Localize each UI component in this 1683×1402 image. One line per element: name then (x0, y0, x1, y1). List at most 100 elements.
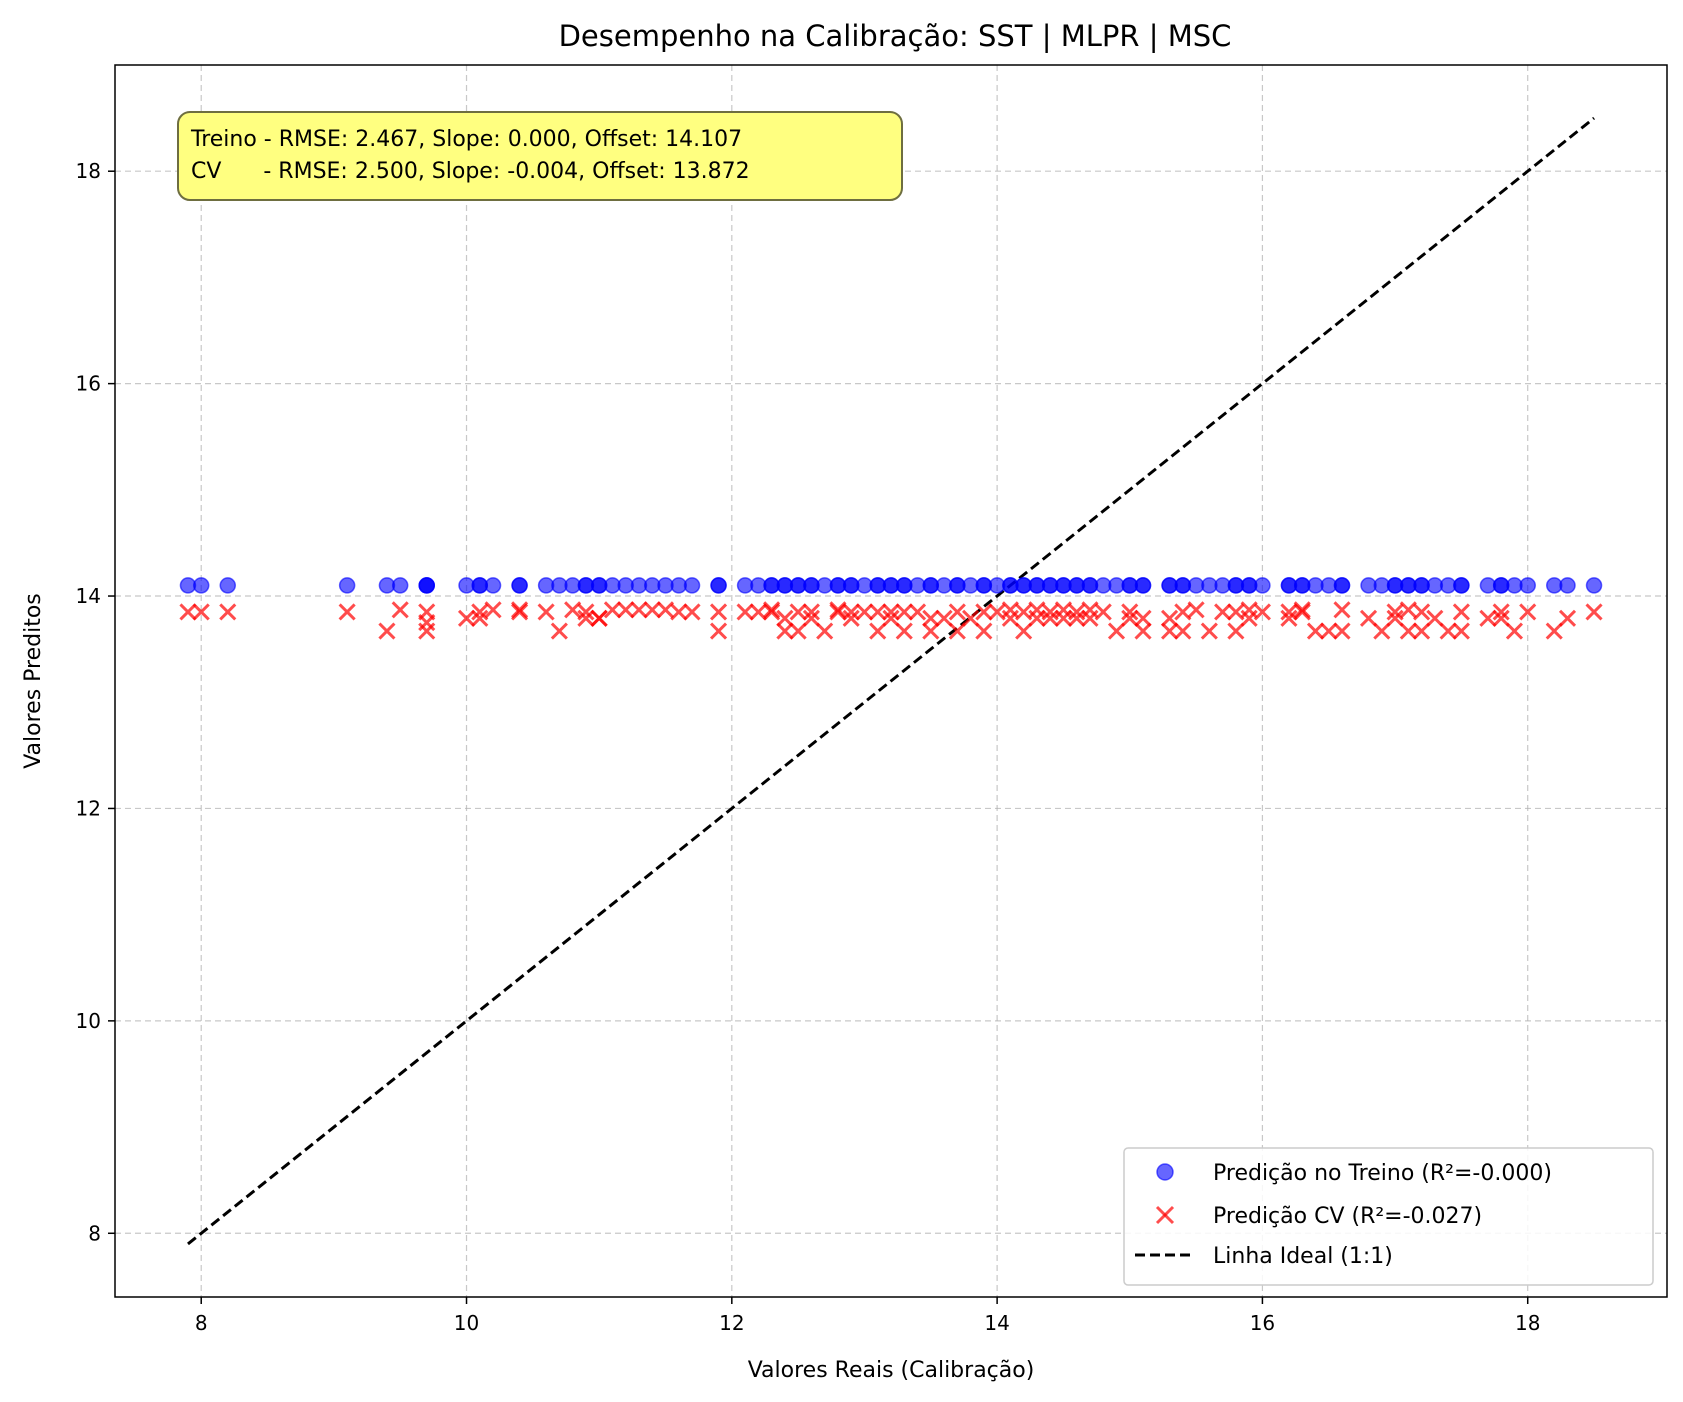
train-point (1453, 577, 1470, 594)
cv-point (1519, 603, 1537, 621)
cv-point (1200, 622, 1218, 640)
cv-point (338, 603, 356, 621)
train-points-layer (179, 577, 1603, 594)
y-axis-ticks: 8 10 12 14 16 18 (76, 159, 115, 1245)
y-axis-label: Valores Preditos (21, 593, 46, 769)
train-point (338, 577, 356, 594)
cv-point (1479, 609, 1497, 627)
annotation-line-2: CV - RMSE: 2.500, Slope: -0.004, Offset:… (191, 159, 750, 184)
ideal-line (187, 116, 1595, 1246)
cv-point (789, 603, 807, 621)
chart-title: Desempenho na Calibração: SST | MLPR | M… (559, 19, 1232, 53)
cv-point (1068, 609, 1086, 627)
y-tick-label: 10 (76, 1009, 101, 1033)
cv-point (709, 622, 728, 640)
y-tick-label: 8 (88, 1221, 101, 1245)
cv-point (1505, 622, 1524, 640)
cv-point (1214, 603, 1232, 621)
cv-point (1452, 603, 1470, 621)
train-point (484, 577, 502, 594)
cv-point (763, 601, 781, 619)
cv-point (842, 609, 860, 627)
cv-point (882, 609, 900, 627)
cv-point (1280, 609, 1298, 627)
x-axis-ticks: 8 10 12 14 16 18 (195, 1297, 1540, 1335)
y-tick-label: 18 (76, 159, 101, 183)
train-point (1559, 577, 1576, 594)
cv-point (1081, 609, 1099, 627)
cv-point (1373, 622, 1391, 640)
cv-point (855, 603, 874, 621)
train-point (1254, 577, 1271, 594)
cv-point (1227, 603, 1245, 621)
cv-point (511, 601, 529, 619)
y-tick-label: 16 (76, 372, 101, 396)
cv-point (670, 603, 688, 621)
cv-point (1399, 622, 1417, 640)
cv-point (1413, 622, 1431, 640)
legend-train-marker (1156, 1163, 1174, 1181)
cv-point (709, 603, 728, 621)
cv-point (1134, 622, 1152, 640)
cv-point (1293, 601, 1311, 619)
cv-point (418, 622, 436, 640)
cv-point (948, 603, 966, 621)
cv-point (656, 601, 675, 619)
cv-point (1160, 609, 1179, 627)
cv-point (922, 622, 940, 640)
cv-point (1333, 622, 1351, 640)
x-tick-label: 16 (1250, 1311, 1275, 1335)
cv-point (1492, 609, 1510, 627)
cv-point (1240, 601, 1258, 619)
cv-point (1174, 603, 1192, 621)
cv-point (511, 603, 529, 621)
cv-point (1015, 603, 1033, 621)
cv-point (471, 603, 489, 621)
cv-point (1134, 609, 1152, 627)
cv-point (1001, 601, 1019, 619)
cv-point (1306, 622, 1325, 640)
cv-point (975, 603, 993, 621)
x-tick-label: 18 (1515, 1311, 1540, 1335)
x-tick-label: 14 (984, 1311, 1009, 1335)
train-point (1134, 577, 1152, 594)
cv-point (471, 609, 489, 627)
cv-point (391, 601, 409, 619)
cv-point (935, 609, 953, 627)
cv-point (948, 622, 966, 640)
cv-point (564, 601, 582, 619)
train-point (511, 577, 528, 594)
train-point (710, 577, 727, 594)
legend-ideal-label: Linha Ideal (1:1) (1213, 1244, 1393, 1269)
cv-point (1280, 603, 1298, 621)
cv-point (179, 603, 197, 621)
cv-point (1121, 609, 1139, 627)
cv-point (1585, 603, 1603, 621)
cv-point (975, 622, 993, 640)
cv-point (643, 601, 661, 619)
cv-point (1439, 622, 1457, 640)
cv-points-layer (179, 601, 1603, 640)
cv-point (869, 603, 887, 621)
cv-point (577, 609, 595, 627)
cv-point (802, 609, 820, 627)
cv-point (1121, 603, 1139, 621)
cv-point (1028, 609, 1046, 627)
cv-point (882, 603, 900, 621)
cv-point (1320, 622, 1338, 640)
x-tick-label: 10 (454, 1311, 479, 1335)
legend-train-label: Predição no Treino (R²=-0.000) (1213, 1161, 1552, 1186)
cv-point (1399, 601, 1417, 619)
cv-point (842, 603, 860, 621)
legend: Predição no Treino (R²=-0.000) Predição … (1123, 1147, 1654, 1286)
cv-point (869, 622, 887, 640)
cv-point (1041, 609, 1059, 627)
legend-cv-marker (1155, 1205, 1175, 1225)
cv-point (988, 603, 1006, 621)
cv-point (1413, 603, 1431, 621)
train-point (391, 577, 409, 594)
x-tick-label: 12 (719, 1311, 744, 1335)
cv-point (1068, 603, 1086, 621)
cv-point (962, 609, 980, 627)
cv-point (789, 622, 807, 640)
